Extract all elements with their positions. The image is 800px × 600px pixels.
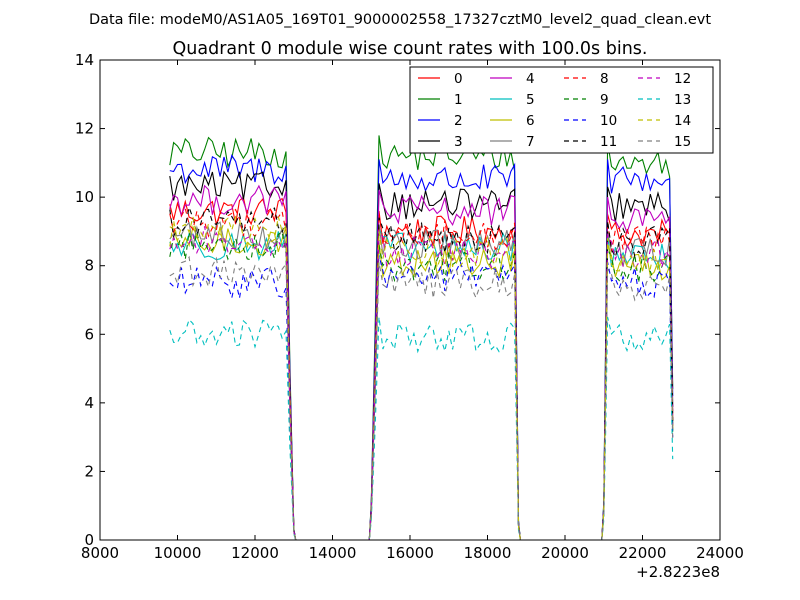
- legend-box: [409, 66, 714, 154]
- x-tick-label: 20000: [541, 544, 589, 562]
- series-line-7: [169, 221, 674, 541]
- x-tick-label: 14000: [309, 544, 357, 562]
- series-line-8: [169, 207, 674, 541]
- legend-label-3: 3: [454, 134, 463, 150]
- x-tick-label: 18000: [464, 544, 512, 562]
- figure-suptitle: Data file: modeM0/AS1A05_169T01_90000025…: [89, 12, 711, 28]
- y-tick-label: 12: [75, 120, 94, 138]
- x-axis-offset-label: +2.8223e8: [636, 563, 720, 581]
- legend-label-6: 6: [526, 113, 535, 129]
- legend-label-8: 8: [600, 71, 609, 87]
- y-tick-label: 2: [84, 462, 94, 480]
- legend-label-4: 4: [526, 71, 535, 87]
- chart-title: Quadrant 0 module wise count rates with …: [173, 39, 648, 59]
- series-line-2: [169, 153, 674, 541]
- legend-label-14: 14: [674, 113, 691, 129]
- y-tick-label: 10: [75, 188, 94, 206]
- x-tick-label: 10000: [154, 544, 202, 562]
- legend-label-9: 9: [600, 92, 609, 108]
- y-tick-label: 0: [84, 531, 94, 549]
- legend-label-13: 13: [674, 92, 691, 108]
- series-line-13: [169, 316, 674, 541]
- series-line-4: [169, 184, 674, 541]
- series-line-5: [169, 227, 674, 541]
- legend-label-2: 2: [454, 113, 463, 129]
- legend-label-7: 7: [526, 134, 535, 150]
- series-line-15: [169, 255, 674, 541]
- x-tick-label: 22000: [619, 544, 667, 562]
- legend-label-0: 0: [454, 71, 463, 87]
- y-tick-label: 14: [75, 51, 94, 69]
- x-tick-label: 24000: [696, 544, 744, 562]
- series-line-10: [169, 255, 674, 541]
- series-layer: [169, 135, 674, 541]
- x-tick-label: 12000: [231, 544, 279, 562]
- x-tick-label: 8000: [81, 544, 119, 562]
- y-tick-label: 8: [84, 257, 94, 275]
- legend-label-15: 15: [674, 134, 691, 150]
- series-line-11: [169, 205, 674, 541]
- series-line-3: [169, 170, 674, 541]
- y-tick-label: 6: [84, 325, 94, 343]
- legend-label-11: 11: [600, 134, 617, 150]
- x-tick-label: 16000: [386, 544, 434, 562]
- series-line-0: [169, 196, 674, 541]
- series-line-14: [169, 215, 674, 541]
- series-line-12: [169, 226, 674, 541]
- series-line-9: [169, 231, 674, 541]
- legend-label-1: 1: [454, 92, 463, 108]
- legend-label-12: 12: [674, 71, 691, 87]
- legend-label-5: 5: [526, 92, 535, 108]
- axis-ticks: 8000 10000 12000 14000 16000 18000 20000 22000 2…: [75, 51, 744, 562]
- y-tick-label: 4: [84, 394, 94, 412]
- legend-label-10: 10: [600, 113, 617, 129]
